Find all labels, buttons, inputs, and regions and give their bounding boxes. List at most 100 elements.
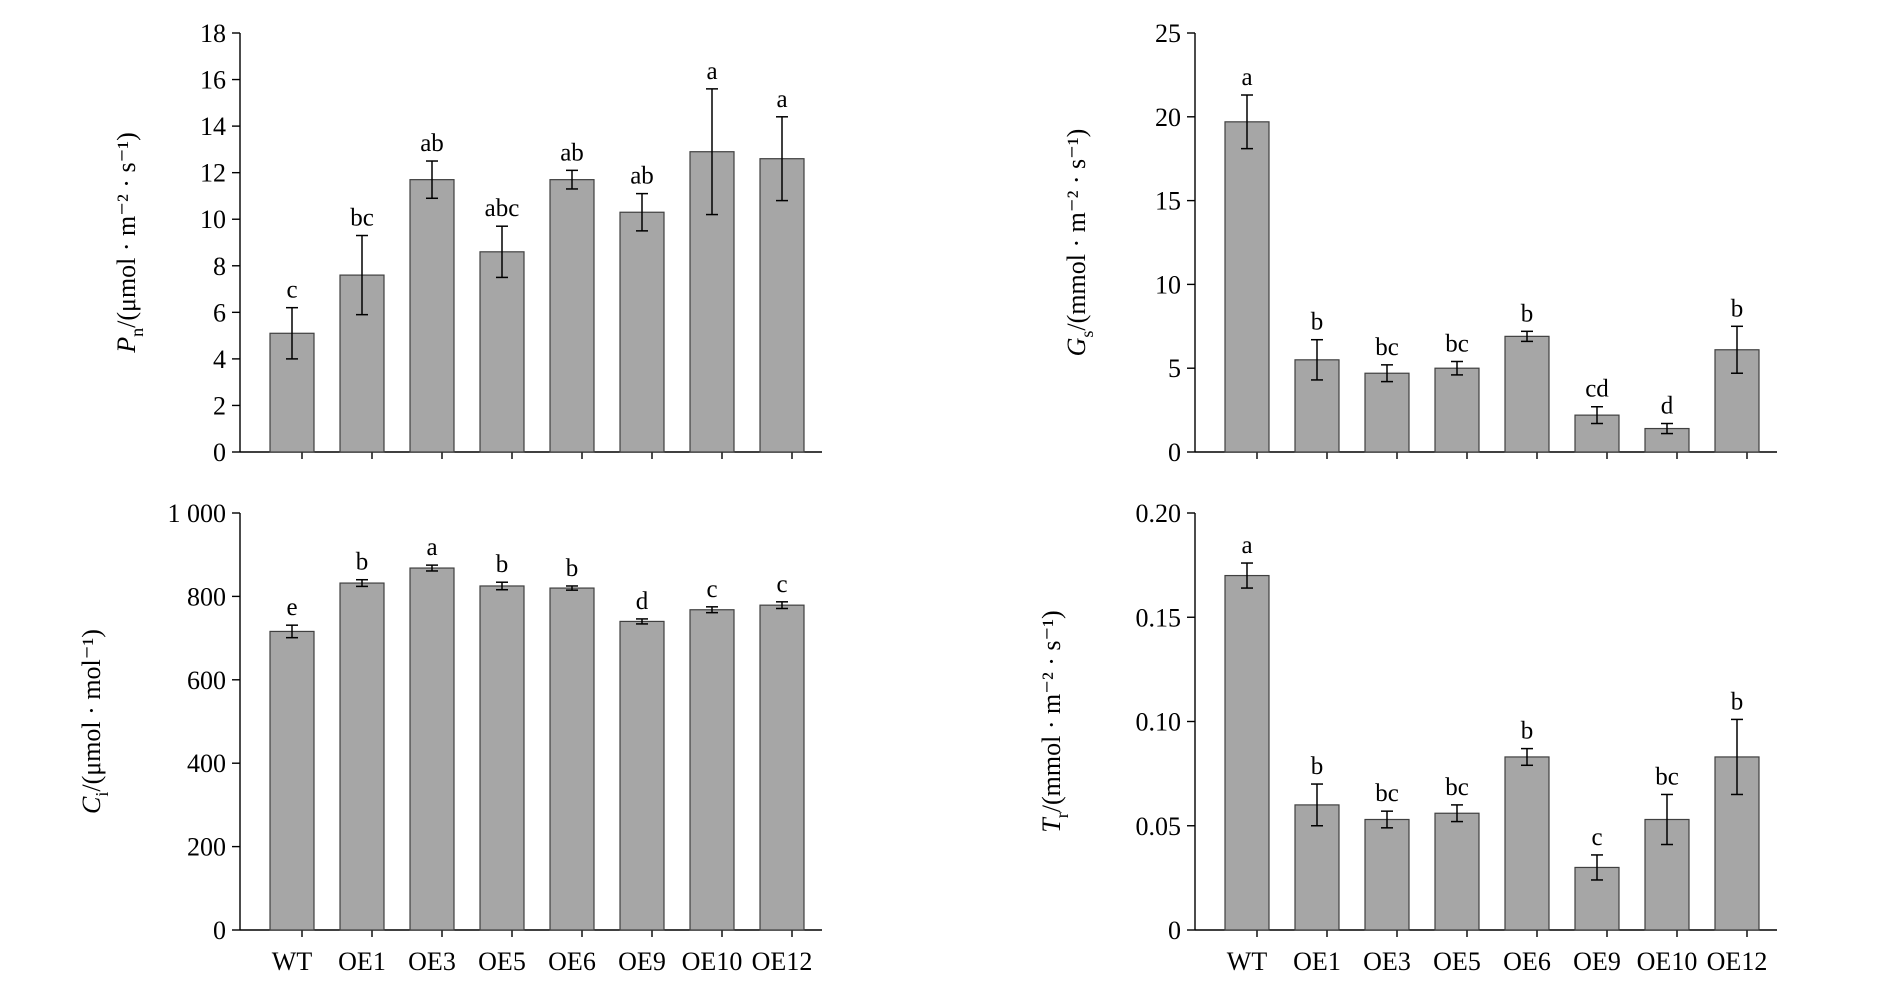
bar-oe9 — [619, 211, 665, 453]
significance-label: c — [776, 571, 787, 598]
y-tick-label: 800 — [187, 582, 226, 611]
category-label: OE10 — [682, 947, 743, 976]
y-tick-label: 6 — [213, 298, 226, 327]
panel-tr-chart: 0 0.05 0.10 0.15 0.20 a WT b OE1 bc OE3 bc OE5 b OE6 c O… — [1037, 499, 1777, 976]
category-label: WT — [272, 947, 313, 976]
significance-label: bc — [1375, 334, 1399, 361]
significance-label: ab — [560, 139, 584, 166]
category-label: OE3 — [408, 947, 456, 976]
bar-oe9 — [1574, 866, 1620, 931]
bar-oe12 — [759, 604, 805, 931]
y-tick-label: 14 — [200, 112, 226, 141]
bar-oe5 — [1434, 367, 1480, 453]
y-axis-subscript: i — [92, 792, 112, 797]
bar-oe3 — [1364, 372, 1410, 453]
significance-label: b — [496, 551, 509, 578]
category-label: WT — [1227, 947, 1268, 976]
y-axis-label: Tr/(mmol · m⁻² · s⁻¹) — [1037, 610, 1072, 832]
y-axis-subscript: r — [1052, 812, 1072, 818]
y-tick-label: 18 — [200, 19, 226, 48]
significance-label: c — [1591, 824, 1602, 851]
y-axis-label: Ci/(μmol · mol⁻¹) — [77, 629, 112, 814]
bar-oe5 — [1434, 812, 1480, 931]
y-tick-label: 2 — [213, 391, 226, 420]
category-label: OE9 — [1573, 947, 1621, 976]
y-tick-label: 1 000 — [168, 499, 227, 528]
y-tick-label: 20 — [1155, 103, 1181, 132]
significance-label: cd — [1585, 376, 1609, 403]
y-tick-label: 15 — [1155, 187, 1181, 216]
bar-oe6 — [549, 587, 595, 931]
y-tick-label: 0 — [213, 916, 226, 945]
y-tick-label: 0 — [1168, 438, 1181, 467]
y-axis-unit: /(μmol · m⁻² · s⁻¹) — [112, 132, 141, 328]
y-axis-symbol: C — [77, 796, 106, 814]
significance-label: bc — [1445, 330, 1469, 357]
significance-label: b — [1521, 300, 1534, 327]
bar-oe3 — [409, 567, 455, 931]
bar-oe1 — [339, 582, 385, 931]
y-tick-label: 25 — [1155, 19, 1181, 48]
y-tick-label: 5 — [1168, 354, 1181, 383]
bar-wt — [1224, 121, 1270, 453]
y-axis-subscript: s — [1077, 331, 1097, 338]
y-tick-label: 16 — [200, 66, 226, 95]
category-label: OE1 — [1293, 947, 1341, 976]
significance-label: bc — [350, 205, 374, 232]
significance-label: ab — [630, 163, 654, 190]
y-tick-label: 8 — [213, 252, 226, 281]
significance-label: b — [1311, 309, 1324, 336]
category-label: OE9 — [618, 947, 666, 976]
significance-label: b — [356, 549, 369, 576]
category-label: OE12 — [1707, 947, 1768, 976]
bar-oe3 — [409, 179, 455, 453]
bar-oe6 — [1504, 756, 1550, 931]
bar-oe6 — [1504, 335, 1550, 453]
y-axis-symbol: G — [1062, 337, 1091, 356]
significance-label: bc — [1375, 780, 1399, 807]
significance-label: abc — [485, 195, 520, 222]
bar-wt — [1224, 574, 1270, 931]
significance-label: a — [776, 86, 787, 113]
significance-label: ab — [420, 130, 444, 157]
y-tick-label: 4 — [213, 345, 226, 374]
y-tick-label: 0.20 — [1136, 499, 1182, 528]
y-tick-label: 0.10 — [1136, 708, 1182, 737]
y-tick-label: 0.15 — [1136, 603, 1182, 632]
y-tick-label: 400 — [187, 749, 226, 778]
significance-label: d — [636, 588, 649, 615]
significance-label: a — [1241, 64, 1252, 91]
significance-label: bc — [1655, 763, 1679, 790]
y-tick-label: 600 — [187, 666, 226, 695]
category-label: OE5 — [478, 947, 526, 976]
y-axis-symbol: P — [112, 337, 141, 354]
category-label: OE6 — [548, 947, 596, 976]
category-label: OE1 — [338, 947, 386, 976]
bar-oe10 — [689, 609, 735, 931]
significance-label: b — [1731, 295, 1744, 322]
panel-gs-chart: 0 5 10 15 20 25 a b bc bc b cd d b Gs/(mmol · m⁻² · s⁻… — [1062, 19, 1777, 467]
bar-wt — [269, 630, 315, 931]
y-tick-label: 10 — [200, 205, 226, 234]
bar-oe9 — [619, 620, 665, 931]
category-label: OE12 — [752, 947, 813, 976]
significance-label: bc — [1445, 774, 1469, 801]
significance-label: b — [1311, 753, 1324, 780]
y-axis-unit: /(μmol · mol⁻¹) — [77, 629, 106, 792]
bar-oe5 — [479, 585, 525, 931]
significance-label: a — [706, 58, 717, 85]
y-tick-label: 0.05 — [1136, 812, 1182, 841]
y-tick-label: 12 — [200, 159, 226, 188]
category-label: OE5 — [1433, 947, 1481, 976]
category-label: OE6 — [1503, 947, 1551, 976]
y-axis-subscript: n — [127, 328, 147, 337]
y-tick-label: 200 — [187, 833, 226, 862]
category-label: OE10 — [1637, 947, 1698, 976]
significance-label: b — [1521, 718, 1534, 745]
y-axis-symbol: T — [1037, 817, 1066, 833]
significance-label: d — [1661, 393, 1674, 420]
bar-oe6 — [549, 179, 595, 453]
panel-ci-chart: 0 200 400 600 800 1 000 e WT b OE1 a OE3 b OE5 b OE6 d OE… — [77, 499, 822, 976]
y-axis-label: Gs/(mmol · m⁻² · s⁻¹) — [1062, 129, 1097, 357]
